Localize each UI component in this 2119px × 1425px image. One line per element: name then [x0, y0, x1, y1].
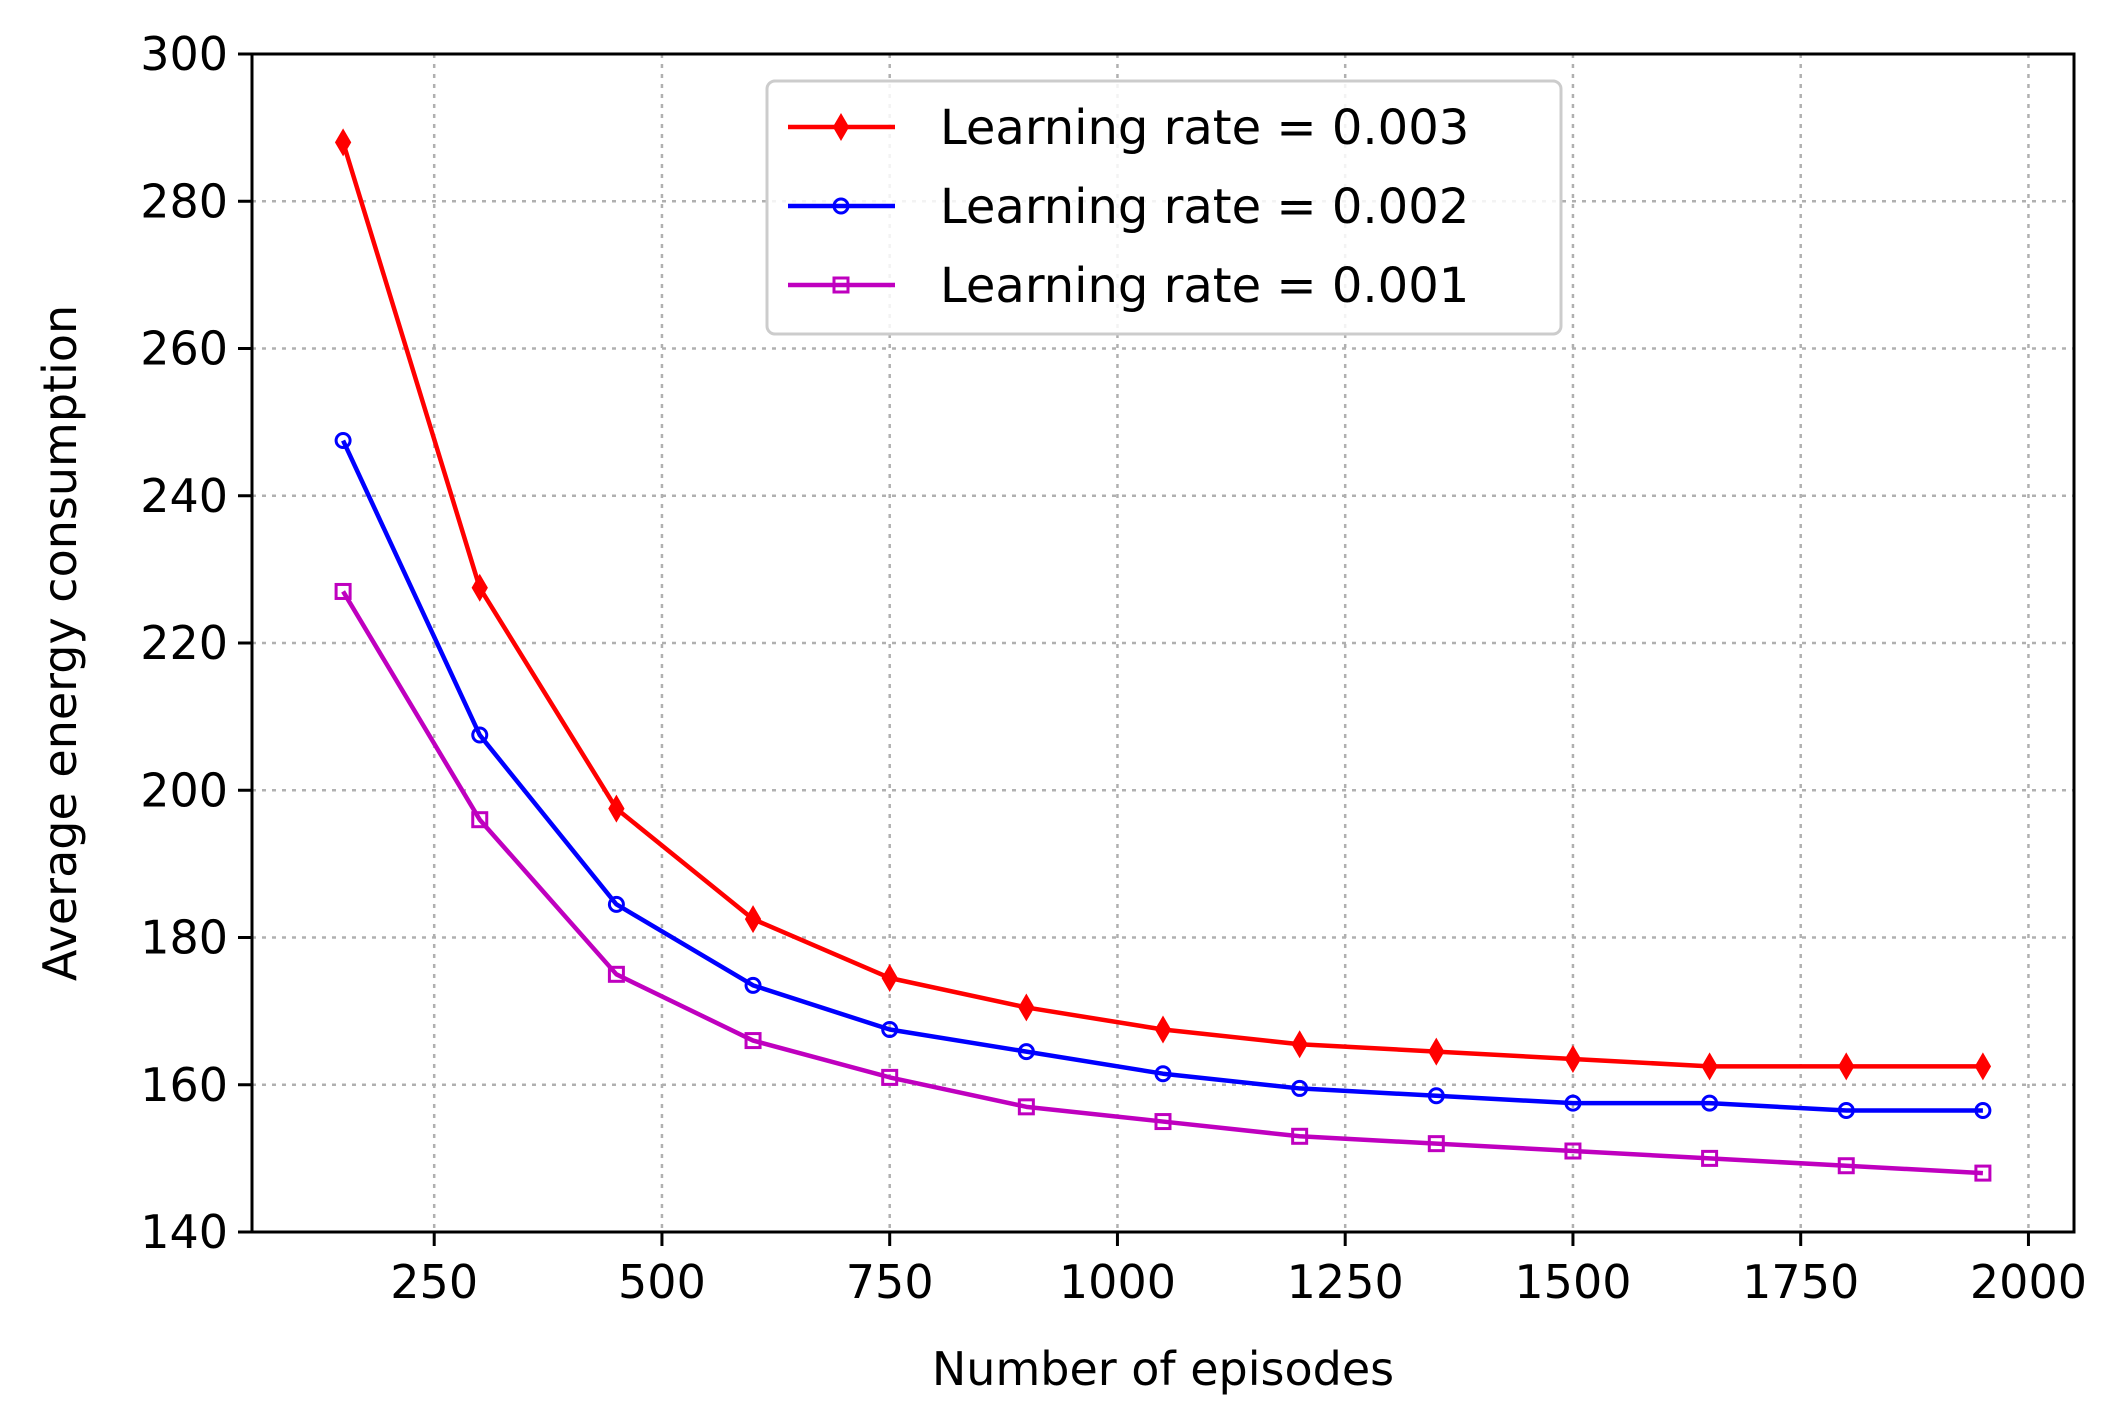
x-tick-label: 500 — [618, 1255, 706, 1309]
data-point — [1564, 1044, 1582, 1073]
x-tick-label: 750 — [846, 1255, 934, 1309]
data-point — [1564, 1142, 1582, 1160]
data-point — [1974, 1052, 1992, 1081]
y-tick-label: 300 — [140, 27, 228, 81]
data-point — [1154, 1015, 1172, 1044]
data-point — [881, 964, 898, 992]
y-tick-label: 220 — [140, 616, 228, 670]
data-point — [334, 128, 352, 157]
data-point — [1427, 1135, 1445, 1153]
series-2 — [334, 432, 1992, 1120]
data-point — [1291, 1127, 1309, 1145]
series-1 — [334, 128, 1992, 1081]
data-point — [334, 432, 352, 450]
data-point — [1291, 1079, 1309, 1097]
data-point — [744, 1032, 762, 1050]
legend-entry: Learning rate = 0.001 — [788, 258, 1469, 314]
data-point — [744, 976, 762, 994]
data-point — [1974, 1164, 1992, 1182]
x-axis-label: Number of episodes — [932, 1342, 1394, 1396]
series-3 — [334, 582, 1992, 1182]
data-point — [608, 794, 625, 823]
y-axis-label: Average energy consumption — [33, 305, 87, 981]
data-point — [334, 582, 352, 600]
legend-entry: Learning rate = 0.002 — [788, 179, 1469, 235]
y-tick-label: 200 — [140, 763, 228, 817]
legend-label: Learning rate = 0.003 — [940, 100, 1469, 156]
data-point — [1427, 1087, 1445, 1105]
y-tick-label: 140 — [140, 1205, 228, 1259]
legend-entry: Learning rate = 0.003 — [788, 100, 1469, 156]
x-tick-label: 1000 — [1059, 1255, 1176, 1309]
data-point — [1154, 1065, 1172, 1083]
legend-marker — [832, 197, 850, 215]
y-tick-label: 160 — [140, 1058, 228, 1112]
x-tick-label: 1250 — [1287, 1255, 1404, 1309]
legend-label: Learning rate = 0.002 — [940, 179, 1469, 235]
series-line — [341, 439, 1983, 1113]
legend-marker — [832, 276, 850, 294]
data-point — [1701, 1052, 1718, 1081]
data-point — [1838, 1052, 1855, 1081]
legend-marker — [832, 113, 850, 141]
x-tick-label: 1750 — [1742, 1255, 1859, 1309]
data-point — [1974, 1102, 1992, 1120]
data-point — [607, 895, 625, 913]
ticks: 250 500 750 1000 1250 1500 1750 2000 140 160 180 20… — [140, 27, 2087, 1309]
data-point — [1154, 1113, 1172, 1131]
data-point — [1428, 1037, 1445, 1066]
x-tick-label: 250 — [390, 1255, 478, 1309]
y-tick-label: 260 — [140, 322, 228, 376]
data-point — [1837, 1102, 1855, 1120]
legend-label: Learning rate = 0.001 — [940, 258, 1469, 314]
data-point — [1701, 1094, 1719, 1112]
data-point — [881, 1068, 899, 1086]
data-point — [607, 965, 625, 983]
series-layer — [334, 128, 1992, 1182]
y-tick-label: 240 — [140, 469, 228, 523]
x-tick-label: 1500 — [1514, 1255, 1631, 1309]
data-point — [1017, 1098, 1035, 1116]
data-point — [1564, 1094, 1582, 1112]
legend: Learning rate = 0.003 Learning rate = 0.0… — [765, 79, 1563, 336]
data-point — [1701, 1149, 1719, 1167]
data-point — [1018, 993, 1035, 1022]
y-tick-label: 280 — [140, 174, 228, 228]
data-point — [471, 811, 489, 829]
x-tick-label: 2000 — [1970, 1255, 2087, 1309]
data-point — [471, 726, 489, 744]
data-point — [471, 573, 488, 602]
data-point — [1837, 1157, 1855, 1175]
series-line — [341, 590, 1984, 1176]
data-point — [1017, 1043, 1035, 1061]
data-point — [1291, 1030, 1308, 1059]
data-point — [881, 1021, 899, 1039]
y-tick-label: 180 — [140, 911, 228, 965]
data-point — [744, 905, 762, 934]
legend-box — [765, 79, 1563, 336]
